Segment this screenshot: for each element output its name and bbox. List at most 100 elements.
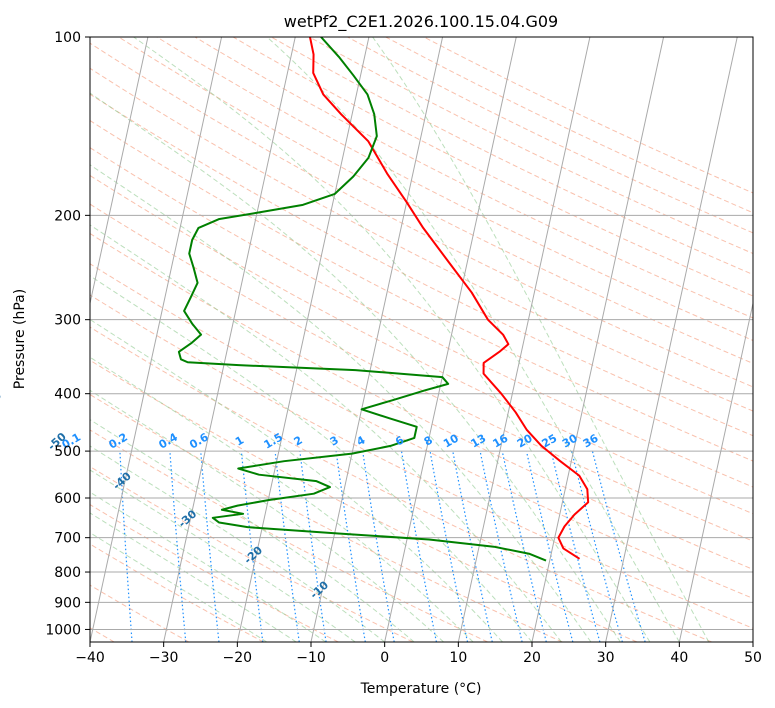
mixing-ratio-line: [571, 450, 623, 642]
x-tick-label: 20: [523, 650, 541, 666]
dry-adiabat-line: [90, 42, 753, 388]
moist-adiabat-line: [266, 37, 680, 642]
moist-adiabat-line: [90, 469, 356, 642]
mixing-ratio-label: 1.5: [262, 431, 285, 452]
moist-adiabat-line: [90, 275, 533, 642]
isotherm-label: -30: [176, 507, 200, 530]
y-tick-label: 300: [54, 313, 81, 329]
dry-adiabat-line: [309, 37, 753, 255]
dry-adiabat-line: [90, 93, 753, 437]
x-axis: −40 −30 −20 −10 0 10 20 30 40 50: [75, 642, 762, 666]
isotherm-line: [752, 639, 753, 642]
dry-adiabat-line: [385, 37, 753, 214]
y-tick-label: 200: [54, 208, 81, 224]
mixing-ratio-label: 2: [292, 434, 305, 449]
mixing-ratio-line: [240, 451, 264, 642]
moist-adiabat-line: [90, 224, 562, 642]
mixing-ratio-line: [400, 451, 438, 642]
isotherm-label: -60: [0, 389, 4, 412]
isotherm-line: [605, 37, 738, 642]
moist-adiabat-line: [133, 37, 651, 642]
isotherm-line: [678, 300, 753, 642]
mixing-ratio-line: [274, 451, 300, 642]
isotherm-label: -10: [308, 578, 332, 601]
mixing-ratio-label: 0.2: [106, 431, 129, 452]
moist-adiabat-line: [90, 445, 385, 642]
y-axis: 1000 900 800 700 600 500 400 300 200 100: [45, 30, 90, 638]
y-tick-label: 700: [54, 531, 81, 547]
isotherm-label: -20: [242, 543, 266, 566]
dry-adiabat-line: [90, 504, 339, 642]
dewpoint-line: [177, 37, 547, 562]
moist-adiabat-line: [90, 419, 415, 642]
sounding-series: [177, 37, 590, 562]
dry-adiabat-line: [90, 203, 753, 542]
mixing-ratio-label: 8: [422, 434, 435, 449]
y-tick-label: 100: [54, 30, 81, 46]
x-axis-title: Temperature (°C): [360, 681, 482, 697]
x-tick-label: −20: [223, 650, 253, 666]
x-tick-label: −40: [75, 650, 105, 666]
dry-adiabat-line: [90, 67, 753, 412]
moist-adiabat-line: [90, 164, 592, 642]
temperature-line: [309, 37, 590, 560]
mixing-ratio-line: [429, 450, 469, 642]
dry-adiabat-line: [232, 37, 753, 297]
dry-adiabat-line: [90, 263, 753, 599]
y-axis-title: Pressure (hPa): [12, 289, 28, 389]
dry-adiabat-line: [90, 584, 190, 642]
dry-adiabat-line: [90, 119, 753, 462]
moist-adiabat-line: [90, 491, 327, 642]
mixing-ratio-line: [479, 450, 523, 642]
mixing-ratio-line: [525, 450, 574, 642]
mixing-ratio-label: 1: [233, 434, 246, 449]
plot-frame: [89, 36, 754, 643]
isotherm-line: [236, 37, 370, 642]
moist-adiabat-line: [90, 532, 268, 642]
isotherm-line: [384, 37, 517, 642]
moist-adiabat-line: [90, 356, 474, 642]
isotherm-label: -40: [110, 469, 134, 492]
dry-adiabat-line: [118, 37, 753, 364]
x-tick-label: 0: [380, 650, 389, 666]
mixing-ratio-line: [299, 451, 327, 642]
y-tick-label: 500: [54, 444, 81, 460]
mixing-ratio-label: 3: [328, 434, 341, 449]
isotherm-line: [163, 37, 296, 642]
dry-adiabat-line: [423, 37, 753, 194]
mixing-ratio-line: [452, 450, 493, 642]
dry-adiabat-line: [90, 359, 638, 642]
dry-adiabat-line: [90, 232, 753, 570]
mixing-ratio-label: 0.6: [187, 430, 211, 451]
isotherm-line: [90, 37, 149, 306]
mixing-ratio-label: 36: [581, 431, 601, 450]
chart-title: wetPf2_C2E1.2026.100.15.04.G09: [284, 12, 558, 32]
isotherm-line: [0, 37, 1, 642]
y-tick-label: 800: [54, 565, 81, 581]
mixing-ratio-label: 0.4: [156, 430, 180, 451]
dry-adiabat-line: [90, 466, 414, 642]
x-tick-label: 50: [744, 650, 762, 666]
dry-adiabat-line: [90, 326, 712, 642]
y-tick-label: 900: [54, 595, 81, 611]
x-tick-label: −30: [149, 650, 179, 666]
mixing-ratio-label: 13: [468, 432, 488, 451]
dry-adiabat-line: [90, 147, 753, 488]
isotherm-line: [457, 37, 591, 642]
mixing-ratio-line: [362, 451, 395, 642]
x-tick-label: 30: [597, 650, 615, 666]
isotherm-line: [90, 37, 223, 642]
isotherm-line: [531, 37, 665, 642]
mixing-ratio-label: 10: [441, 431, 461, 450]
dry-adiabat-line: [90, 543, 264, 642]
x-tick-label: 40: [670, 650, 688, 666]
background-lines: [90, 37, 753, 642]
mixing-ratio-line: [591, 450, 646, 642]
y-tick-label: 1000: [45, 622, 81, 638]
x-tick-label: 10: [449, 650, 467, 666]
dry-adiabat-line: [90, 429, 488, 642]
mixing-ratio-label: 4: [354, 433, 367, 448]
moist-adiabat-line: [90, 318, 503, 642]
y-tick-label: 400: [54, 387, 81, 403]
